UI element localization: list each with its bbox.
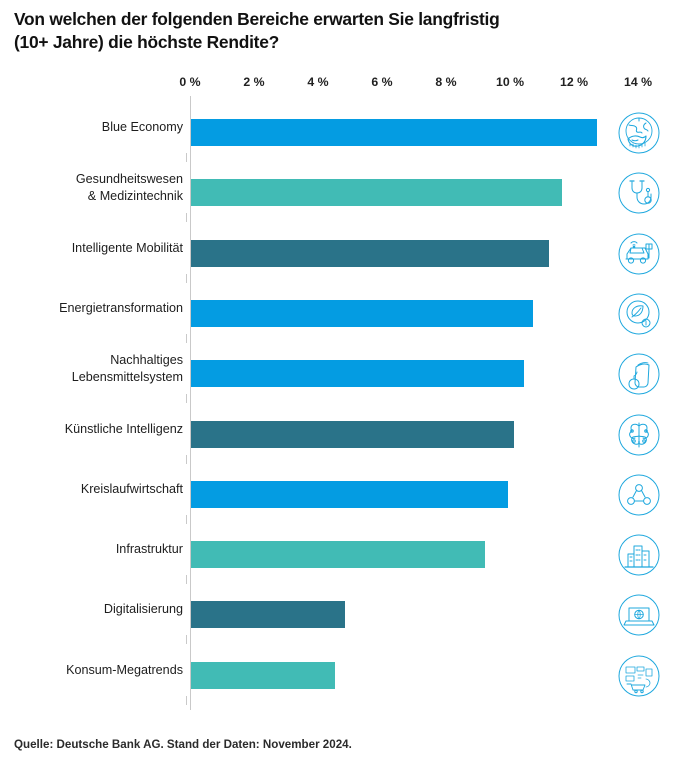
bar-row: Energietransformation — [0, 289, 695, 349]
source-note: Quelle: Deutsche Bank AG. Stand der Date… — [14, 738, 352, 751]
brain-ai-icon — [616, 412, 662, 458]
stethoscope-icon — [616, 170, 662, 216]
bar-row: Nachhaltiges Lebensmittelsystem — [0, 349, 695, 409]
y-axis-tick-mark — [186, 273, 188, 283]
bar-row: Intelligente Mobilität — [0, 229, 695, 289]
bar-row: Künstliche Intelligenz — [0, 410, 695, 470]
y-axis-tick-mark — [186, 153, 188, 162]
x-axis-tick-label: 6 % — [371, 75, 393, 89]
bar — [191, 360, 524, 388]
leaf-energy-icon — [616, 291, 662, 337]
globe-whale-icon — [616, 110, 662, 156]
y-axis-tick-mark — [186, 213, 188, 223]
category-label: Digitalisierung — [103, 602, 183, 617]
y-axis-tick-mark — [186, 333, 188, 343]
consumer-cart-icon — [616, 653, 662, 699]
bar-row: Blue Economy — [0, 108, 695, 168]
bar — [191, 601, 345, 629]
bar-row: Infrastruktur — [0, 530, 695, 590]
bar — [191, 661, 335, 689]
category-label: Infrastruktur — [115, 542, 183, 557]
page-title: Von welchen der folgenden Bereiche erwar… — [14, 9, 500, 52]
smart-car-icon — [616, 231, 662, 277]
buildings-icon — [616, 532, 662, 578]
category-label: Intelligente Mobilität — [71, 240, 183, 255]
y-axis-line — [190, 96, 192, 710]
bar-row: Konsum-Megatrends — [0, 651, 695, 711]
y-axis-tick-mark — [186, 454, 188, 464]
category-label: Blue Economy — [101, 120, 183, 134]
category-label: Energietransformation — [59, 300, 183, 315]
bar — [191, 299, 534, 327]
y-axis-tick-mark — [186, 695, 188, 705]
x-axis-tick-label: 12 % — [559, 75, 589, 89]
x-axis-tick-label: 2 % — [243, 75, 265, 89]
category-label: Nachhaltiges Lebensmittelsystem — [71, 353, 183, 384]
y-axis-tick-mark — [186, 575, 188, 585]
y-axis-tick-mark — [186, 394, 188, 404]
category-label: Künstliche Intelligenz — [64, 421, 183, 436]
bar — [191, 541, 486, 569]
bar — [191, 179, 563, 207]
category-label: Konsum-Megatrends — [66, 662, 183, 677]
bar-row: Kreislaufwirtschaft — [0, 470, 695, 530]
bar — [191, 420, 515, 448]
bar — [191, 480, 508, 508]
x-axis-tick-label: 8 % — [435, 75, 457, 89]
y-axis-tick-mark — [186, 514, 188, 524]
food-apple-icon — [616, 351, 662, 397]
x-axis-tick-label: 10 % — [495, 75, 525, 89]
bar-chart-plot: 0 % 2 % 4 % 6 % 8 % 10 % 12 % 14 % Blue Economy… — [0, 75, 695, 711]
x-axis-tick-label: 4 % — [307, 75, 329, 89]
x-axis-tick-label: 14 % — [623, 75, 653, 89]
bar-row: Digitalisierung — [0, 590, 695, 650]
y-axis-tick-mark — [186, 635, 188, 645]
bar — [191, 119, 598, 146]
category-label: Kreislaufwirtschaft — [80, 481, 183, 496]
bar-row: Gesundheitswesen & Medizintechnik — [0, 168, 695, 228]
x-axis-tick-label: 0 % — [179, 75, 201, 89]
laptop-globe-icon — [616, 592, 662, 638]
category-label: Gesundheitswesen & Medizintechnik — [75, 172, 183, 203]
bar — [191, 239, 550, 267]
recycle-circle-icon — [616, 472, 662, 518]
